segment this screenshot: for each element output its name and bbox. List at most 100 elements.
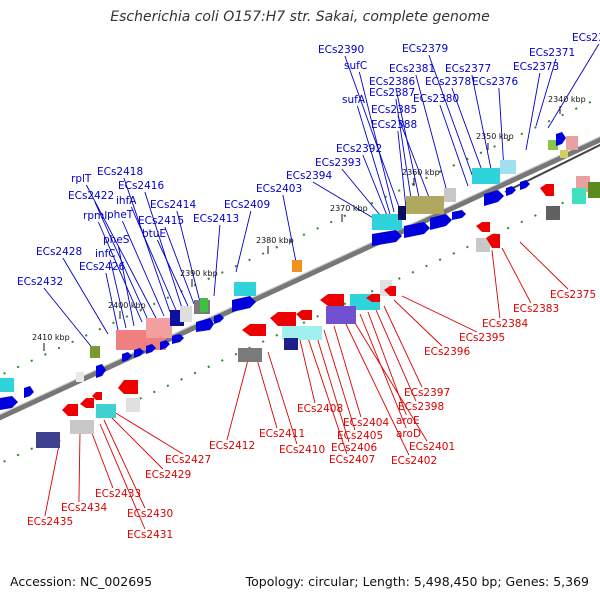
- gene-label-ecs2396[interactable]: ECs2396: [424, 346, 470, 358]
- gene-label-ecs2398[interactable]: ECs2398: [398, 401, 444, 413]
- gene-label-rpmi[interactable]: rpmI: [83, 210, 107, 222]
- gene-label-ecs2435[interactable]: ECs2435: [27, 516, 73, 528]
- forward-gene-arrows: [0, 132, 566, 410]
- gene-label-ecs2402[interactable]: ECs2402: [391, 455, 437, 467]
- gene-label-ecs2392[interactable]: ECs2392: [336, 143, 382, 155]
- gene-label-ecs2368[interactable]: ECs2368: [572, 32, 600, 44]
- gene-label-ihfa[interactable]: ihfA: [116, 195, 137, 207]
- gene-label-ecs2405[interactable]: ECs2405: [337, 430, 383, 442]
- gene-label-rplt[interactable]: rplT: [71, 173, 92, 185]
- gene-label-ecs2377[interactable]: ECs2377: [445, 63, 491, 75]
- gene-label-ecs2407[interactable]: ECs2407: [329, 454, 375, 466]
- gene-label-ecs2430[interactable]: ECs2430: [127, 508, 173, 520]
- gene-label-ecs2371[interactable]: ECs2371: [529, 47, 575, 59]
- kbp-label-2360-kbp: 2360 kbp: [402, 168, 440, 177]
- label-line: [315, 333, 350, 443]
- map-title: Escherichia coli O157:H7 str. Sakai, com…: [110, 9, 490, 25]
- gene-label-ecs2406[interactable]: ECs2406: [331, 442, 377, 454]
- reverse-label-lines: [44, 241, 569, 530]
- gene-label-ecs2413[interactable]: ECs2413: [193, 213, 239, 225]
- gene-label-infc[interactable]: infC: [95, 248, 116, 260]
- gene-label-ecs2388[interactable]: ECs2388: [371, 119, 417, 131]
- label-line: [341, 168, 385, 221]
- gene-label-ecs2383[interactable]: ECs2383: [513, 303, 559, 315]
- gene-label-ecs2375[interactable]: ECs2375: [550, 289, 596, 301]
- label-line: [451, 87, 485, 177]
- gene-label-ecs2390[interactable]: ECs2390: [318, 44, 364, 56]
- gene-label-ecs2427[interactable]: ECs2427: [165, 454, 211, 466]
- gene-label-ecs2387[interactable]: ECs2387: [369, 87, 415, 99]
- label-line: [397, 130, 407, 209]
- label-line: [323, 329, 356, 431]
- gene-label-ecs2393[interactable]: ECs2393: [315, 157, 361, 169]
- gene-label-sufc[interactable]: sufC: [344, 60, 367, 72]
- kbp-label-2410-kbp: 2410 kbp: [32, 333, 70, 342]
- gene-label-ecs2426[interactable]: ECs2426: [79, 261, 125, 273]
- gene-label-aroe[interactable]: aroE: [396, 415, 420, 427]
- gene-label-ecs2385[interactable]: ECs2385: [371, 104, 417, 116]
- label-line: [156, 239, 189, 307]
- gene-label-ecs2395[interactable]: ECs2395: [459, 332, 505, 344]
- label-line: [89, 427, 114, 489]
- gene-label-ecs2384[interactable]: ECs2384: [482, 318, 528, 330]
- label-line: [103, 419, 146, 509]
- gene-label-phet[interactable]: pheT: [107, 209, 134, 221]
- gene-label-ecs2431[interactable]: ECs2431: [127, 529, 173, 541]
- gene-label-ecs2414[interactable]: ECs2414: [150, 199, 196, 211]
- label-line: [235, 210, 252, 273]
- gene-label-btue[interactable]: btuE: [142, 228, 166, 240]
- label-line: [415, 74, 447, 189]
- label-line: [62, 257, 109, 335]
- gene-label-ecs2411[interactable]: ECs2411: [259, 428, 305, 440]
- label-line: [282, 194, 297, 263]
- label-line: [358, 71, 395, 213]
- forward-gene-labels: ECs2368ECs2371ECs2373ECs2376ECs2377ECs23…: [17, 32, 600, 288]
- gene-label-ecs2429[interactable]: ECs2429: [145, 469, 191, 481]
- gene-label-ecs2397[interactable]: ECs2397: [404, 387, 450, 399]
- gene-label-ecs2373[interactable]: ECs2373: [513, 61, 559, 73]
- gene-label-ecs2403[interactable]: ECs2403: [256, 183, 302, 195]
- label-line: [255, 355, 278, 429]
- gene-label-ecs2378[interactable]: ECs2378: [425, 76, 471, 88]
- gene-label-ecs2428[interactable]: ECs2428: [36, 246, 82, 258]
- label-line: [109, 415, 164, 470]
- forward-label-lines: [43, 43, 600, 351]
- gene-label-ecs2381[interactable]: ECs2381: [389, 63, 435, 75]
- label-line: [299, 339, 316, 404]
- accession-text: Accession: NC_002695: [10, 574, 153, 589]
- label-line: [356, 105, 391, 215]
- label-line: [99, 423, 146, 530]
- label-line: [367, 311, 407, 416]
- gene-label-ecs2418[interactable]: ECs2418: [97, 166, 143, 178]
- label-line: [105, 272, 119, 331]
- gene-label-ecs2380[interactable]: ECs2380: [413, 93, 459, 105]
- gene-label-ecs2416[interactable]: ECs2416: [118, 180, 164, 192]
- label-line: [213, 224, 221, 297]
- gene-label-ecs2412[interactable]: ECs2412: [209, 440, 255, 452]
- gene-label-ecs2433[interactable]: ECs2433: [95, 488, 141, 500]
- gene-label-sufa[interactable]: sufA: [342, 94, 366, 106]
- gene-label-ecs2410[interactable]: ECs2410: [279, 444, 325, 456]
- gene-label-ecs2404[interactable]: ECs2404: [343, 417, 389, 429]
- label-line: [395, 87, 421, 203]
- gene-label-ecs2432[interactable]: ECs2432: [17, 276, 63, 288]
- label-line: [383, 305, 423, 388]
- gene-label-ecs2415[interactable]: ECs2415: [138, 215, 184, 227]
- gene-label-ecs2379[interactable]: ECs2379: [402, 43, 448, 55]
- gene-label-phes[interactable]: pheS: [103, 234, 130, 246]
- gene-label-ecs2386[interactable]: ECs2386: [369, 76, 415, 88]
- gene-label-ecs2422[interactable]: ECs2422: [68, 190, 114, 202]
- label-line: [428, 54, 475, 181]
- gene-label-ecs2401[interactable]: ECs2401: [409, 441, 455, 453]
- gene-label-arod[interactable]: aroD: [396, 428, 421, 440]
- label-line: [226, 359, 249, 441]
- gene-label-ecs2408[interactable]: ECs2408: [297, 403, 343, 415]
- label-line: [164, 226, 195, 305]
- gene-label-ecs2434[interactable]: ECs2434: [61, 502, 107, 514]
- gene-label-ecs2409[interactable]: ECs2409: [224, 199, 270, 211]
- label-line: [547, 43, 600, 129]
- gene-label-ecs2376[interactable]: ECs2376: [472, 76, 518, 88]
- gene-label-ecs2394[interactable]: ECs2394: [286, 170, 332, 182]
- label-line: [439, 104, 469, 187]
